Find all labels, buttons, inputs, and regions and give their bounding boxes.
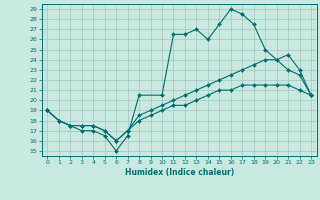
X-axis label: Humidex (Indice chaleur): Humidex (Indice chaleur) bbox=[124, 168, 234, 177]
